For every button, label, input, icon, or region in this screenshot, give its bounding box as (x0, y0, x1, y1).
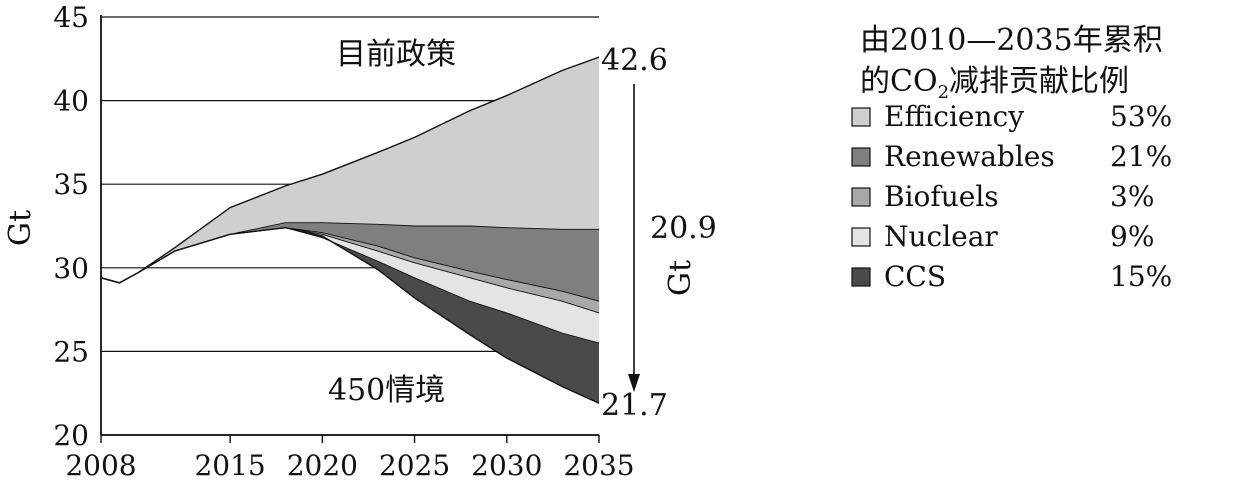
x-tick-2015: 2015 (194, 449, 265, 482)
legend-label-ccs: CCS (884, 260, 946, 293)
gap-value-label: 20.9 (650, 211, 717, 246)
y-tick-25: 25 (53, 335, 89, 368)
x-tick-2008: 2008 (65, 449, 136, 482)
legend-title-line2: 的CO2减排贡献比例 (860, 64, 1129, 103)
legend-swatch-biofuels (851, 187, 871, 207)
y-tick-35: 35 (53, 168, 89, 201)
axes (100, 15, 599, 436)
legend-swatch-ccs (851, 267, 871, 287)
y-axis-label: Gt (3, 210, 38, 246)
gap-arrow (628, 84, 640, 392)
legend-value-ccs: 15% (1110, 260, 1172, 293)
gap-unit-label: Gt (663, 260, 698, 296)
bottom-value-label: 21.7 (601, 388, 668, 423)
legend-label-nuclear: Nuclear (884, 220, 998, 253)
current-policy-label: 目前政策 (336, 37, 456, 72)
x-tick-2030: 2030 (471, 449, 542, 482)
x-tick-2020: 2020 (287, 449, 358, 482)
boundary-lines (100, 56, 600, 404)
y-tick-30: 30 (53, 252, 89, 285)
legend-title-line1: 由2010—2035年累积 (860, 23, 1163, 58)
legend-value-renewables: 21% (1110, 140, 1172, 173)
legend-value-biofuels: 3% (1110, 180, 1154, 213)
x-tick-2025: 2025 (379, 449, 450, 482)
legend-swatch-efficiency (851, 107, 871, 127)
scenario-450-label: 450情境 (328, 373, 445, 408)
legend: 由2010—2035年累积 的CO2减排贡献比例 Efficiency 53% Re… (851, 23, 1172, 293)
top-value-label: 42.6 (601, 43, 668, 78)
legend-value-nuclear: 9% (1110, 220, 1154, 253)
legend-label-efficiency: Efficiency (884, 100, 1024, 133)
area-ccs (101, 227, 599, 404)
area-efficiency (101, 57, 599, 283)
line-scenario-450 (100, 226, 600, 404)
wedge-areas (101, 57, 599, 404)
y-tick-20: 20 (53, 419, 89, 452)
legend-swatch-nuclear (851, 227, 871, 247)
legend-swatch-renewables (851, 147, 871, 167)
x-tick-2035: 2035 (563, 449, 634, 482)
y-tick-40: 40 (53, 85, 89, 118)
area-renewables (101, 222, 599, 302)
legend-label-renewables: Renewables (884, 140, 1055, 173)
legend-value-efficiency: 53% (1110, 100, 1172, 133)
legend-label-biofuels: Biofuels (884, 180, 999, 213)
y-tick-45: 45 (53, 1, 89, 34)
